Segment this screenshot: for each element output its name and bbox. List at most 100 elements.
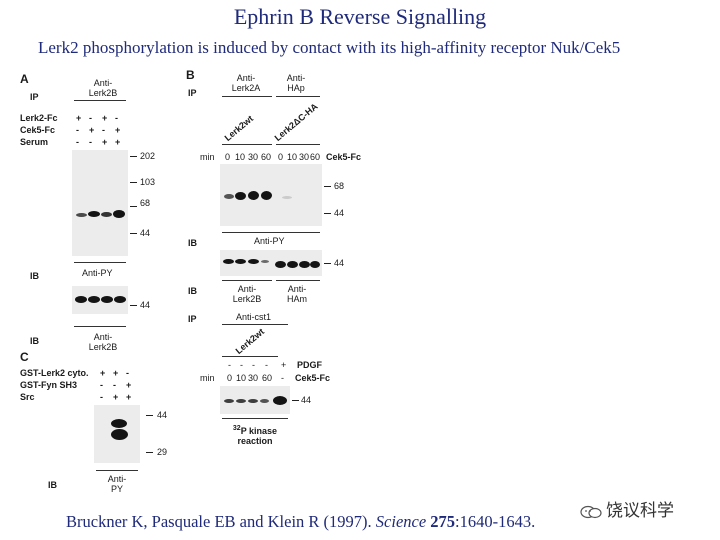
panel-b-ib2-right: Anti- HAm [287, 284, 307, 304]
panel-b-letter: B [186, 68, 195, 82]
bracket [96, 470, 138, 471]
treatment-label: Cek5-Fc [326, 152, 362, 162]
time-point: 30 [248, 152, 259, 162]
marker-tick [324, 186, 331, 187]
gel-band [282, 196, 292, 199]
panel-a-ib-bracket [74, 262, 126, 263]
marker-label: 202 [140, 151, 156, 161]
gel-band [88, 211, 100, 217]
bracket [276, 96, 320, 97]
lane-sign: - [89, 137, 92, 147]
slide-title: Ephrin B Reverse Signalling [233, 4, 487, 29]
lane-sign: - [115, 113, 118, 123]
bracket [222, 280, 272, 281]
watermark: 饶议科学 [580, 496, 674, 521]
condition-label: GST-Fyn SH3 [20, 380, 78, 390]
bracket [222, 96, 272, 97]
marker-label: 68 [140, 198, 151, 208]
gel-band [101, 296, 113, 303]
time-point: 10 [287, 152, 298, 162]
gel-band [248, 191, 259, 200]
condition-label: Serum [20, 137, 49, 147]
gel-band [235, 192, 246, 200]
gel-band [101, 212, 112, 217]
marker-tick [130, 206, 137, 207]
marker-tick [130, 233, 137, 234]
time-axis-label: min [200, 373, 215, 383]
panel-b-ib-antibody: Anti-PY [254, 236, 285, 246]
lane-sign: - [102, 125, 105, 135]
gel-band [299, 261, 310, 268]
marker-label: 68 [334, 181, 345, 191]
marker-tick [130, 305, 137, 306]
gel-image [220, 164, 322, 226]
gel-band [224, 194, 234, 199]
lane-sign: + [113, 368, 119, 378]
lane-sign: - [76, 137, 79, 147]
panel-a-letter: A [20, 72, 29, 86]
panel-b-ib2-label: IB [188, 286, 197, 296]
panel-a-ib2-label: IB [30, 336, 39, 346]
lane-group-label: Lerk2ΔC-HA [272, 101, 320, 143]
panel-b-ip-label: IP [188, 88, 197, 98]
gel-image [72, 286, 128, 314]
gel-band [114, 296, 126, 303]
gel-image [220, 386, 290, 414]
condition-label: Lerk2-Fc [20, 113, 58, 123]
condition-label: GST-Lerk2 cyto. [20, 368, 89, 378]
citation: Bruckner K, Pasquale EB and Klein R (199… [66, 512, 536, 531]
gel-band [261, 191, 272, 200]
marker-label: 44 [157, 410, 168, 420]
time-point: 30 [299, 152, 310, 162]
lane-sign: + [126, 392, 132, 402]
lane-group-label: Lerk2wt [233, 326, 267, 356]
condition-label: Src [20, 392, 35, 402]
panel-a-ib2-antibody: Anti- Lerk2B [88, 332, 118, 352]
marker-label: 44 [301, 395, 312, 405]
slide-subtitle: Lerk2 phosphorylation is induced by cont… [38, 38, 621, 57]
panel-b-ip2-label: IP [188, 314, 197, 324]
panel-a-ip-label: IP [30, 92, 39, 102]
gel-band [111, 419, 127, 428]
lane-sign: + [281, 360, 287, 370]
marker-label: 44 [140, 300, 151, 310]
gel-band [275, 261, 286, 268]
marker-label: 44 [140, 228, 151, 238]
lane-sign: - [240, 360, 243, 370]
gel-band [310, 261, 320, 268]
panel-c-ib-antibody: Anti- PY [107, 474, 127, 494]
panel-b-ib-label: IB [188, 238, 197, 248]
gel-band [88, 296, 100, 303]
gel-band [113, 210, 125, 218]
bracket [222, 232, 320, 233]
lane-sign: - [252, 360, 255, 370]
marker-label: 44 [334, 258, 345, 268]
panel-b-ip-right: Anti- HAp [286, 73, 306, 93]
lane-sign: - [89, 113, 92, 123]
gel-band [261, 260, 269, 263]
lane-sign: - [113, 380, 116, 390]
gel-band [75, 296, 87, 303]
lane-sign: + [126, 380, 132, 390]
bracket [276, 280, 320, 281]
panel-a-ip-bracket [74, 100, 126, 101]
gel-band [260, 399, 269, 403]
marker-label: 44 [334, 208, 345, 218]
gel-band [76, 213, 87, 217]
lane-group-label: Lerk2wt [222, 113, 256, 143]
lane-sign: + [115, 137, 121, 147]
time-point: 60 [262, 373, 273, 383]
panel-c-letter: C [20, 350, 29, 364]
gel-band [248, 259, 259, 264]
wechat-icon [580, 505, 602, 518]
marker-tick [324, 213, 331, 214]
marker-label: 103 [140, 177, 156, 187]
lane-sign: + [113, 392, 119, 402]
lane-sign: + [100, 368, 106, 378]
lane-sign: + [102, 113, 108, 123]
lane-sign: - [100, 392, 103, 402]
marker-tick [130, 156, 137, 157]
lane-sign: - [100, 380, 103, 390]
lane-sign: + [102, 137, 108, 147]
marker-tick [146, 452, 153, 453]
